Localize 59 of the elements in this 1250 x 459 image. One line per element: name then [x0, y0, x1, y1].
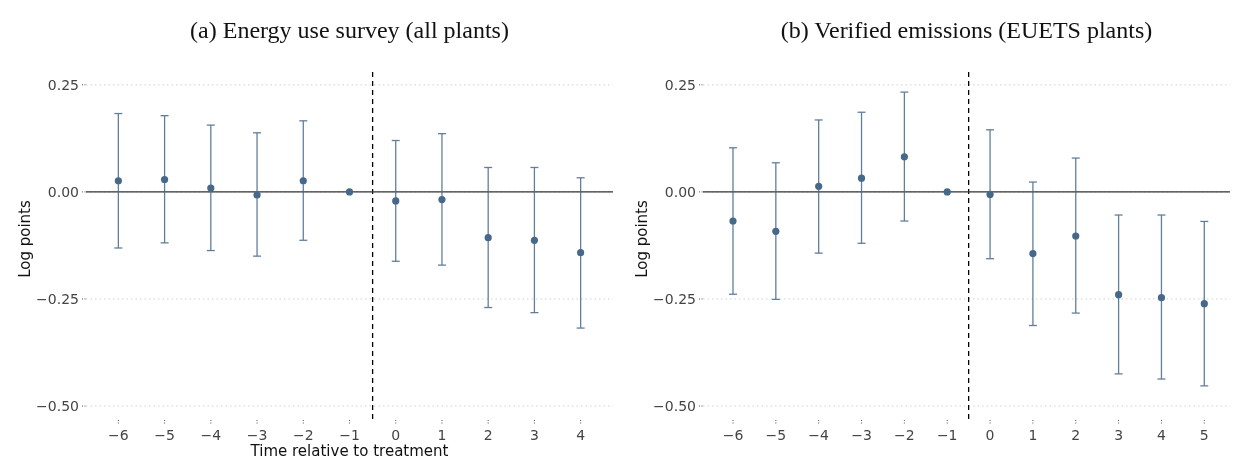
- y-tick-label: −0.50: [36, 397, 79, 414]
- x-tick-label: −6: [108, 427, 129, 443]
- point: [1072, 232, 1080, 240]
- x-tick-label: −5: [765, 427, 787, 443]
- y-tick-label: 0.25: [664, 76, 696, 93]
- x-tick-label: 4: [576, 427, 586, 443]
- x-tick-label: −4: [808, 427, 830, 443]
- y-tick-label: 0.00: [664, 183, 696, 200]
- point: [1029, 249, 1037, 258]
- y-axis-title: Log points: [633, 200, 651, 278]
- y-tick-label: −0.25: [36, 290, 79, 307]
- point: [253, 191, 261, 199]
- point: [160, 175, 169, 184]
- y-tick-label: −0.25: [653, 290, 696, 307]
- point: [114, 177, 122, 185]
- x-tick-label: −3: [246, 427, 268, 443]
- x-tick-label: 0: [391, 427, 401, 443]
- chart-title: (a) Energy use survey (all plants): [190, 17, 509, 43]
- point: [438, 196, 446, 204]
- point: [1115, 291, 1123, 299]
- x-tick-label: −1: [339, 427, 360, 443]
- x-tick-label: −2: [292, 427, 314, 443]
- chart-title: (b) Verified emissions (EUETS plants): [780, 17, 1153, 43]
- x-tick-label: 0: [985, 427, 995, 443]
- y-tick-label: 0.25: [47, 76, 79, 93]
- x-tick-label: 1: [437, 427, 447, 443]
- x-tick-label: 3: [1114, 427, 1124, 443]
- point: [943, 188, 951, 196]
- x-tick-label: −5: [154, 427, 175, 443]
- x-tick-label: −2: [894, 427, 915, 443]
- point: [772, 227, 780, 235]
- point: [1200, 300, 1208, 308]
- point: [1157, 294, 1166, 302]
- y-axis-title: Log points: [16, 200, 34, 278]
- x-axis-title: Time relative to treatment: [249, 442, 449, 459]
- y-tick-label: −0.50: [653, 397, 696, 414]
- x-tick-label: 1: [1028, 427, 1038, 443]
- x-tick-label: −4: [200, 427, 222, 443]
- point: [392, 197, 400, 205]
- point: [299, 177, 307, 185]
- point: [577, 249, 585, 257]
- y-tick-label: 0.00: [47, 183, 79, 200]
- x-tick-label: 3: [529, 427, 539, 443]
- point: [857, 174, 866, 182]
- x-tick-label: −3: [851, 427, 872, 443]
- point: [815, 182, 823, 190]
- x-tick-label: −6: [722, 427, 744, 443]
- point: [484, 234, 492, 242]
- x-tick-label: 2: [1071, 427, 1081, 443]
- point: [729, 217, 737, 225]
- point: [345, 188, 354, 196]
- x-tick-label: 5: [1199, 427, 1209, 443]
- point: [530, 236, 539, 244]
- x-tick-label: 2: [483, 427, 493, 443]
- x-tick-label: 4: [1156, 427, 1166, 443]
- point: [900, 153, 908, 161]
- point: [207, 184, 215, 192]
- x-tick-label: −1: [936, 427, 958, 443]
- point: [986, 190, 994, 199]
